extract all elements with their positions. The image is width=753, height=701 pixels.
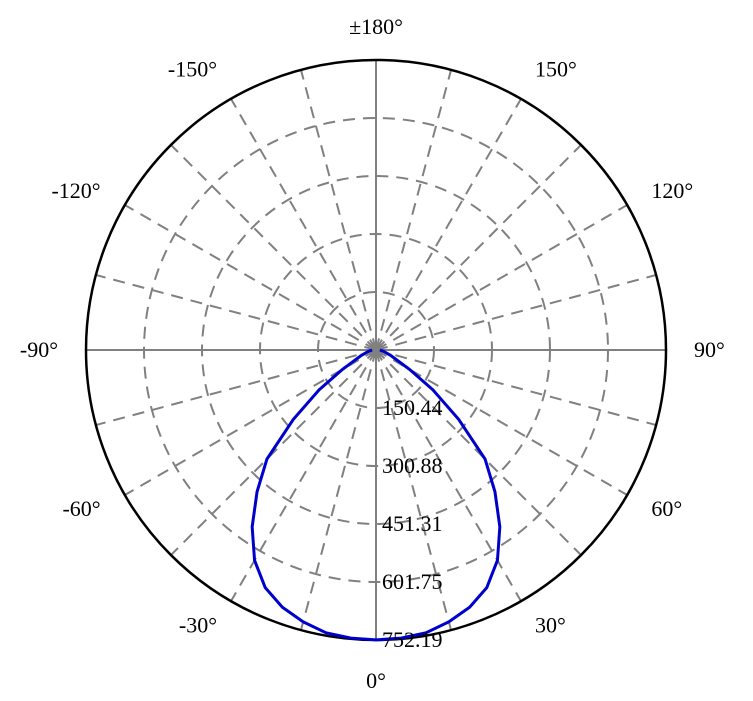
radial-label: 451.31 xyxy=(382,511,443,536)
polar-chart: 150.44 300.88 451.31 601.75 752.19 ±180° -150°… xyxy=(0,0,753,701)
angle-label: 30° xyxy=(535,612,566,637)
radial-label: 752.19 xyxy=(382,627,443,652)
angle-label: -120° xyxy=(51,178,100,203)
angle-label: 60° xyxy=(651,496,682,521)
radial-label: 601.75 xyxy=(382,569,443,594)
angle-label: ±180° xyxy=(349,14,403,39)
angle-label: -150° xyxy=(168,57,217,82)
angle-label: -30° xyxy=(179,612,217,637)
angle-label: 0° xyxy=(366,668,386,693)
angle-label: 120° xyxy=(651,178,693,203)
angle-label: 150° xyxy=(535,57,577,82)
angle-label: 90° xyxy=(694,337,725,362)
radial-label: 300.88 xyxy=(382,453,443,478)
radial-label: 150.44 xyxy=(382,395,443,420)
angle-label: -60° xyxy=(62,496,100,521)
radial-labels: 150.44 300.88 451.31 601.75 752.19 xyxy=(382,395,443,652)
angle-label: -90° xyxy=(20,337,58,362)
